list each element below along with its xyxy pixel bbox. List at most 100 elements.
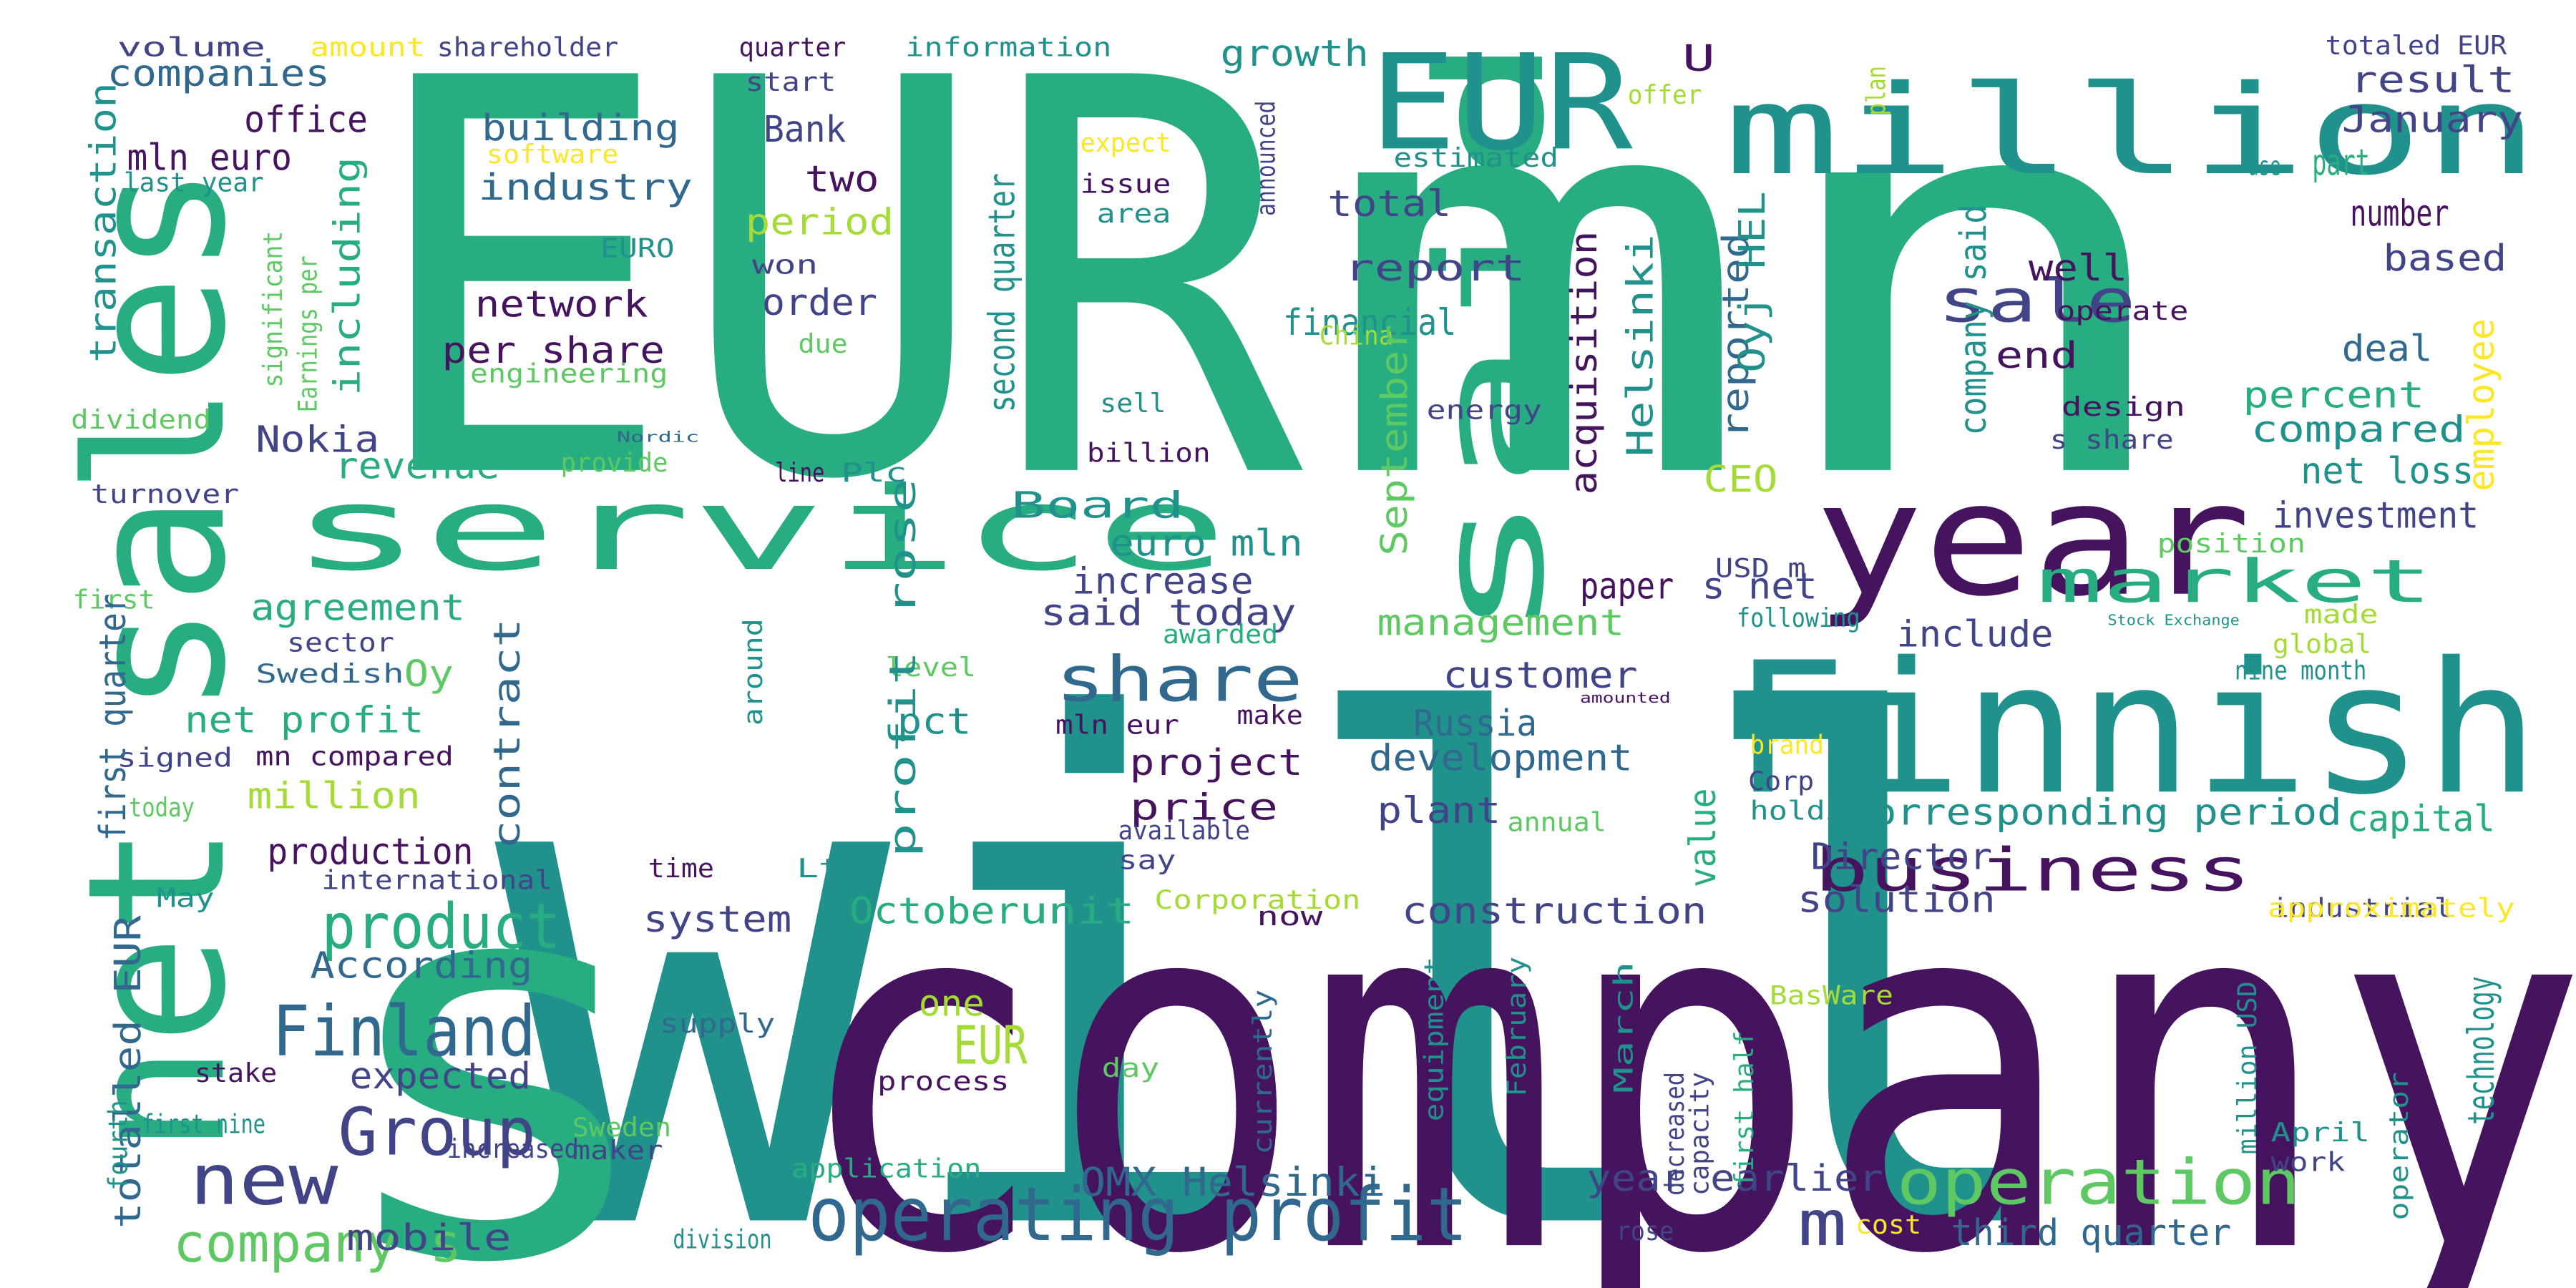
word-totalled-eur: totalled EUR [107, 915, 149, 1229]
word-management: management [1377, 601, 1624, 643]
word-corporation: Corporation [1154, 884, 1360, 915]
word-omx-helsinki: OMX Helsinki [1080, 1160, 1385, 1206]
word-percent: percent [2243, 374, 2424, 416]
word-make: make [1237, 700, 1303, 731]
word-value: value [1682, 789, 1724, 887]
word-price: price [1130, 786, 1278, 828]
word-compared: compared [2251, 409, 2466, 451]
word-increased: increased [447, 1133, 579, 1164]
word-area: area [1097, 198, 1171, 229]
word-finnish: Finnish [1732, 623, 2540, 834]
word-annual: annual [1508, 807, 1606, 838]
word-information: information [905, 31, 1111, 62]
word-division: division [673, 1224, 771, 1255]
word-one: one [919, 982, 985, 1025]
word-international: international [321, 864, 552, 895]
word-signed: signed [117, 743, 233, 774]
word-finland: Finland [272, 991, 536, 1072]
word-eur: EUR [363, 0, 1307, 599]
word-result: result [2350, 59, 2514, 101]
word-corresponding-period: corresponding period [1847, 791, 2341, 833]
word-last-year: last year [124, 167, 264, 197]
word-customer: customer [1443, 654, 1638, 696]
word-quarter: quarter [739, 31, 847, 62]
word-s-share: s share [2050, 424, 2174, 455]
word-work: work [2271, 1146, 2346, 1177]
word-oyj-hel: Oyj HEL [1731, 191, 1773, 373]
word-increase: increase [1072, 560, 1254, 602]
word-equipment: equipment [1419, 957, 1450, 1121]
word-new: new [190, 1139, 338, 1220]
word-reported: reported [1714, 233, 1757, 439]
word-net-sales: net sales [47, 165, 268, 1154]
word-service: service [288, 462, 1229, 597]
word-now: now [1257, 901, 1323, 932]
word-volume: volume [117, 31, 265, 62]
word-group: Group [338, 1093, 536, 1170]
word-totaled-eur: totaled EUR [2326, 30, 2507, 61]
word-technology: technology [2460, 976, 2502, 1124]
word-expected: expected [350, 1055, 532, 1097]
word-line: line [775, 457, 824, 488]
word-profit-rose: profit rose [882, 478, 924, 857]
word-russia: Russia [1413, 702, 1537, 744]
word-operating-profit: operating profit [808, 1172, 1468, 1258]
word-operation: operation [1896, 1146, 2301, 1219]
word-deal: deal [2342, 328, 2433, 370]
word-engineering: engineering [470, 358, 668, 389]
word-march: March [1609, 962, 1639, 1093]
word-sale: sale [1938, 266, 2136, 336]
word-first: first [72, 584, 155, 615]
word-stake: stake [195, 1058, 277, 1088]
word-project: project [1130, 741, 1303, 784]
word-ltd: Ltd [796, 853, 862, 884]
word-year: year [1814, 449, 2251, 631]
word-per-share: per share [442, 329, 665, 371]
word-office: office [244, 98, 368, 140]
word-cost: cost [1855, 1209, 1921, 1240]
word-capital: capital [2347, 798, 2495, 840]
word-energy: energy [1427, 394, 1542, 425]
word-stock-exchange: Stock Exchange [2107, 611, 2239, 628]
word-two: two [805, 157, 879, 200]
word-share: share [1055, 643, 1303, 716]
word-maker: maker [572, 1135, 663, 1166]
word-announced: announced [1251, 101, 1282, 216]
word-use: use [2248, 150, 2280, 181]
word-estimated: estimated [1394, 142, 1558, 173]
word-january: January [2342, 98, 2524, 140]
word-plan: plan [1860, 66, 1891, 115]
word-transaction: transaction [82, 82, 124, 363]
word-may: May [157, 883, 215, 914]
word-global: global [2273, 629, 2371, 660]
word-provide: provide [561, 447, 668, 478]
word-nine-month: nine month [2235, 655, 2366, 686]
word-net-loss: net loss [2301, 449, 2474, 492]
word-position: position [2157, 528, 2306, 559]
word-due: due [798, 328, 847, 359]
word-unit: unit [1019, 890, 1134, 932]
word-software: software [487, 139, 618, 170]
word-eur: EUR [953, 1016, 1028, 1077]
word-million: million [1723, 59, 2540, 203]
word-made: made [2304, 599, 2379, 630]
word-companies: companies [107, 52, 330, 94]
word-financial: financial [1283, 301, 1456, 343]
word-employee: employee [2460, 318, 2502, 492]
word-first-half: first half [1729, 1030, 1760, 1187]
word-director: Director [1811, 836, 1993, 878]
word-corp: Corp [1748, 766, 1814, 796]
word-third-quarter: third quarter [1951, 1211, 2232, 1254]
word-mln-eur: mln eur [1055, 710, 1179, 741]
word-operator: operator [2384, 1072, 2414, 1220]
word-business: business [1814, 836, 2251, 905]
word-approximately: approximately [2268, 892, 2515, 923]
word-today: today [129, 792, 195, 823]
word-ceo: CEO [1704, 458, 1778, 500]
word-based: based [2383, 237, 2507, 279]
word-april: April [2271, 1117, 2370, 1148]
word-market: market [2036, 547, 2432, 616]
word-currently: currently [1247, 990, 1278, 1154]
word-basware: BasWare [1770, 980, 1893, 1011]
word-solution: solution [1797, 879, 1996, 921]
